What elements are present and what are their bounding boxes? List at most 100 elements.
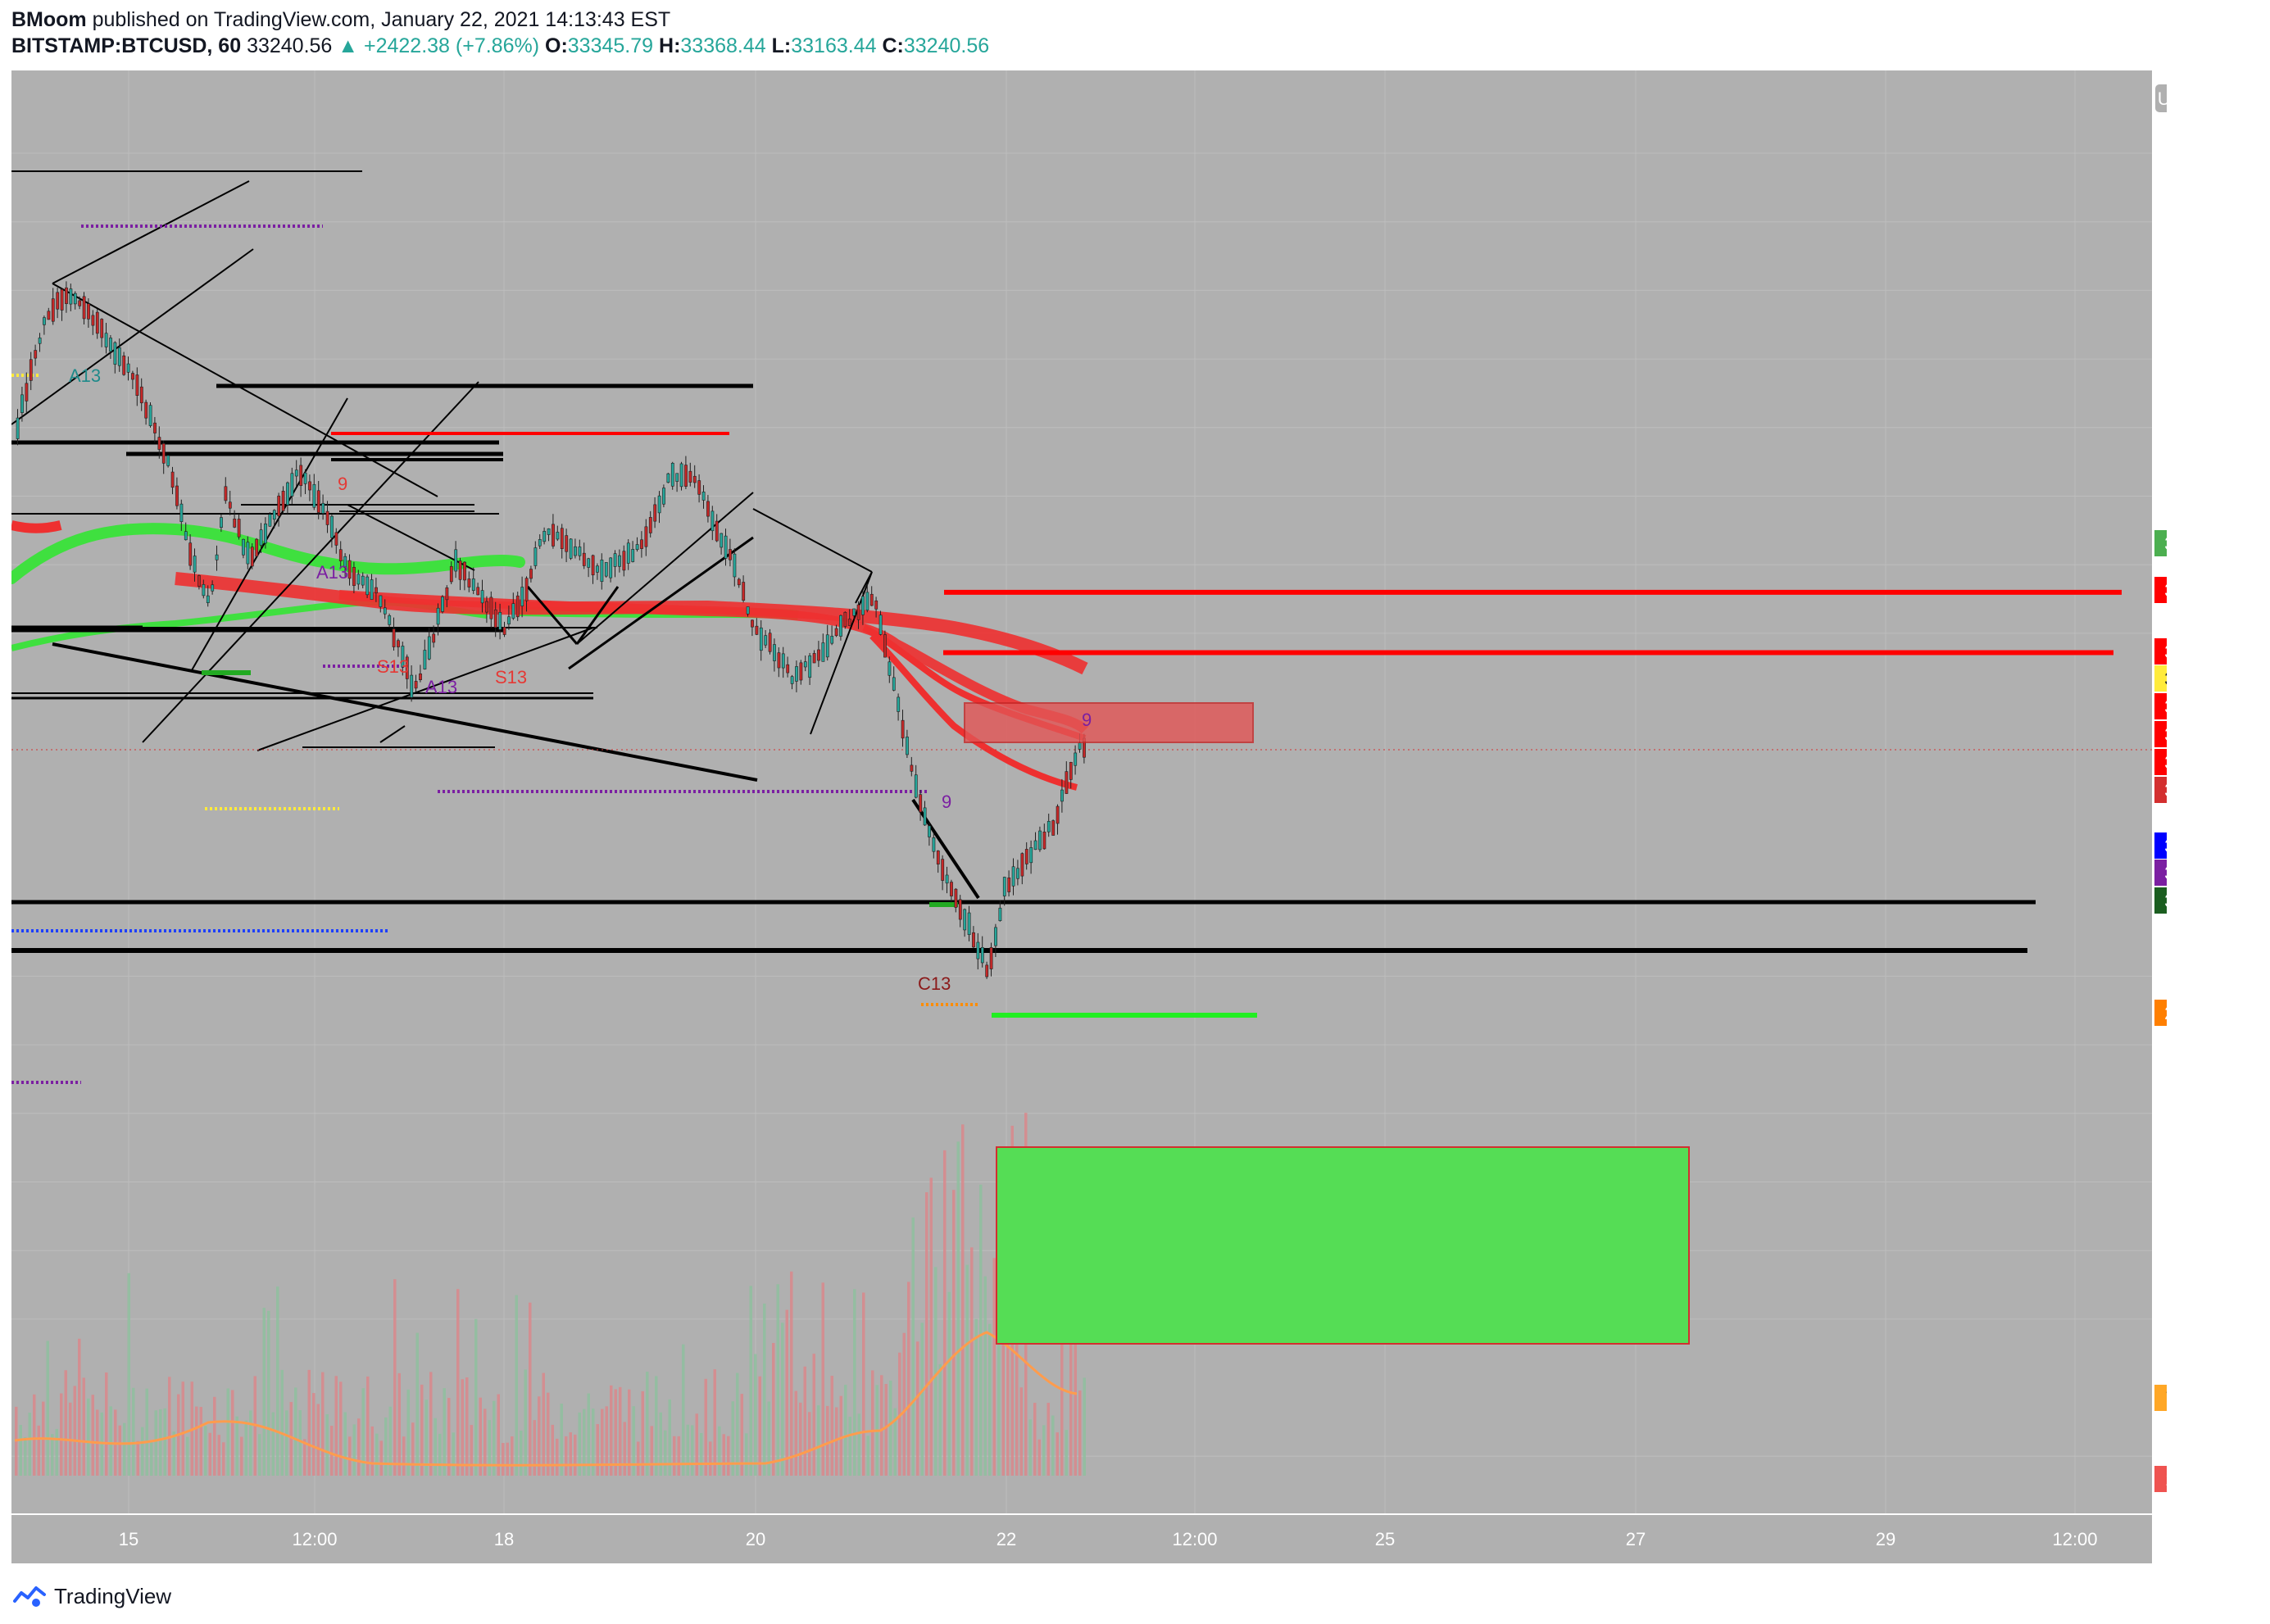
volume-bar — [934, 1267, 938, 1476]
volume-bar — [1028, 1419, 1032, 1476]
price-label-bg — [2154, 777, 2167, 803]
volume-bar — [1074, 1272, 1077, 1476]
candle-body — [861, 596, 865, 615]
volume-bar — [415, 1332, 419, 1476]
volume-bar — [826, 1405, 829, 1476]
candle-body — [78, 300, 82, 306]
volume-bar — [623, 1422, 626, 1476]
volume-bar — [583, 1409, 586, 1476]
volume-bar — [172, 1431, 175, 1476]
volume-bar — [434, 1418, 437, 1476]
volume-bar — [393, 1279, 397, 1476]
volume-bar — [965, 1264, 969, 1476]
candle-body — [104, 333, 108, 347]
volume-bar — [109, 1406, 112, 1476]
candle-body — [312, 483, 316, 508]
volume-bar — [866, 1436, 869, 1476]
volume-bar — [298, 1410, 302, 1476]
candle-body — [202, 584, 206, 597]
time-tick-label: 29 — [1876, 1529, 1895, 1549]
volume-bar — [334, 1376, 338, 1476]
candle-body — [910, 764, 914, 772]
candle-body — [697, 480, 701, 495]
candle-body — [347, 560, 352, 579]
chart-header: BMoom published on TradingView.com, Janu… — [11, 7, 2257, 59]
candle-body — [919, 794, 923, 813]
volume-bar — [330, 1426, 334, 1476]
price-label-bg — [2154, 887, 2167, 914]
candle-body — [865, 592, 869, 610]
volume-bar — [443, 1388, 446, 1476]
volume-bar — [456, 1289, 460, 1476]
volume-bar — [1046, 1403, 1050, 1476]
time-tick-label: 12:00 — [2052, 1529, 2097, 1549]
volume-bar — [560, 1404, 563, 1476]
candle-body — [228, 501, 232, 509]
volume-bar — [78, 1338, 81, 1476]
candle-body — [56, 292, 60, 310]
candle-body — [565, 535, 569, 552]
currency-button[interactable]: USD — [2154, 83, 2167, 114]
candle-body — [507, 616, 511, 624]
volume-bar — [610, 1385, 613, 1476]
trend-line — [52, 642, 758, 782]
time-tick-label: 20 — [746, 1529, 765, 1549]
volume-bar — [258, 1434, 261, 1476]
candle-body — [370, 579, 374, 600]
trend-line — [576, 492, 754, 645]
candle-body — [856, 604, 860, 620]
volume-bar — [592, 1409, 595, 1476]
volume-bar — [150, 1442, 153, 1476]
candle-body — [998, 907, 1002, 922]
volume-bar — [785, 1309, 788, 1476]
candle-body — [578, 547, 582, 556]
volume-bar — [637, 1441, 640, 1476]
volume-bar — [452, 1432, 455, 1476]
publisher-name[interactable]: BMoom — [11, 8, 87, 31]
candle-body — [675, 473, 679, 482]
candle-body — [626, 542, 630, 564]
candle-body — [751, 619, 754, 628]
volume-bar — [438, 1433, 442, 1476]
candle-body — [1007, 877, 1011, 892]
volume-bar — [366, 1376, 370, 1476]
candle-body — [724, 535, 728, 559]
time-tick-label: 22 — [997, 1529, 1016, 1549]
volume-bar — [916, 1341, 919, 1476]
symbol-label[interactable]: BITSTAMP:BTCUSD, 60 — [11, 34, 242, 57]
candle-body — [928, 825, 931, 837]
candle-body — [1029, 847, 1033, 864]
price-label-bg — [2154, 1466, 2167, 1492]
volume-bar — [601, 1409, 604, 1476]
volume-bar — [992, 1258, 996, 1476]
candle-body — [847, 619, 851, 626]
volume-bar — [235, 1416, 238, 1476]
candle-body — [388, 615, 392, 625]
candle-body — [662, 488, 665, 505]
price-label-text: 35597.80 — [2164, 580, 2167, 601]
study-annotation: A13 — [316, 562, 348, 583]
candle-body — [277, 495, 281, 517]
time-axis[interactable]: 15 12:00 18 20 22 12:00 25 27 29 12:00 — [119, 1529, 2098, 1549]
candle-body — [552, 524, 555, 547]
candle-body — [489, 597, 493, 619]
volume-bar — [515, 1295, 518, 1476]
candle-body — [980, 947, 984, 964]
candle-body — [153, 422, 157, 433]
candle-body — [170, 471, 175, 488]
volume-bar — [73, 1386, 76, 1476]
volume-bar — [105, 1372, 108, 1476]
candle-body — [16, 417, 20, 439]
volume-bar — [33, 1394, 36, 1476]
candle-body — [423, 650, 427, 669]
tradingview-brand[interactable]: TradingView — [54, 1583, 172, 1608]
candle-body — [95, 311, 99, 334]
price-label-text: 32600.33 — [2164, 836, 2167, 856]
candle-body — [729, 549, 732, 560]
candle-body — [1046, 820, 1051, 832]
candle-body — [144, 401, 148, 419]
candle-body — [843, 611, 847, 627]
volume-bar — [686, 1424, 689, 1476]
